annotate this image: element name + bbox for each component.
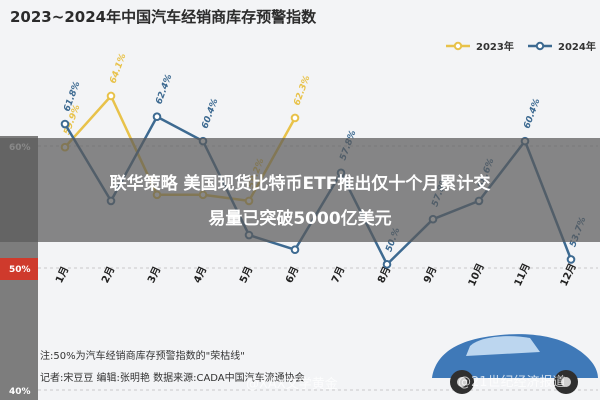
- car-illustration: [432, 334, 598, 394]
- legend: 2023年 2024年: [446, 40, 596, 53]
- data-label: 62.4%: [154, 73, 174, 106]
- data-label: 60.4%: [522, 97, 542, 130]
- x-ticks: 1月 2月 3月 4月 5月 6月 7月 8月 9月 10月 11月 12月: [53, 261, 579, 288]
- data-point: [382, 260, 392, 269]
- watermark-right: @21世纪经济报道: [458, 375, 566, 390]
- headline-line-2: 易量已突破5000亿美元: [208, 208, 391, 229]
- data-point: [152, 112, 162, 122]
- headline-overlay: [0, 138, 600, 242]
- data-label: 64.1%: [108, 52, 128, 85]
- x-tick-label: 2月: [99, 265, 117, 285]
- data-point: [290, 245, 300, 254]
- data-label: 60.4%: [200, 97, 220, 130]
- x-tick-label: 5月: [237, 265, 255, 285]
- legend-marker-2023: [453, 41, 463, 51]
- x-tick-label: 11月: [512, 261, 533, 288]
- data-point: [60, 119, 70, 129]
- x-tick-label: 12月: [558, 261, 579, 288]
- legend-label-2024: 2024年: [558, 40, 596, 53]
- watermark-left: @XAX文学黄金: [246, 376, 338, 392]
- y-tick-label: 40%: [9, 387, 31, 397]
- x-tick-label: 10月: [466, 261, 487, 288]
- y-tick-label: 50%: [9, 265, 31, 275]
- legend-label-2023: 2023年: [476, 40, 514, 53]
- note-credits: 记者:宋豆豆 编辑:张明艳 数据来源:CADA中国汽车流通协会: [40, 371, 305, 384]
- legend-marker-2024: [535, 41, 545, 51]
- data-point: [290, 113, 300, 123]
- data-point: [106, 91, 116, 101]
- note-threshold: 注:50%为汽车经销商库存预警指数的"荣枯线": [40, 349, 245, 362]
- data-point: [566, 255, 576, 264]
- data-label: 62.3%: [292, 74, 312, 107]
- headline-line-1: 联华策略 美国现货比特币ETF推出仅十个月累计交: [110, 173, 491, 194]
- chart-title: 2023~2024年中国汽车经销商库存预警指数: [10, 8, 317, 26]
- threshold-band: [0, 258, 38, 280]
